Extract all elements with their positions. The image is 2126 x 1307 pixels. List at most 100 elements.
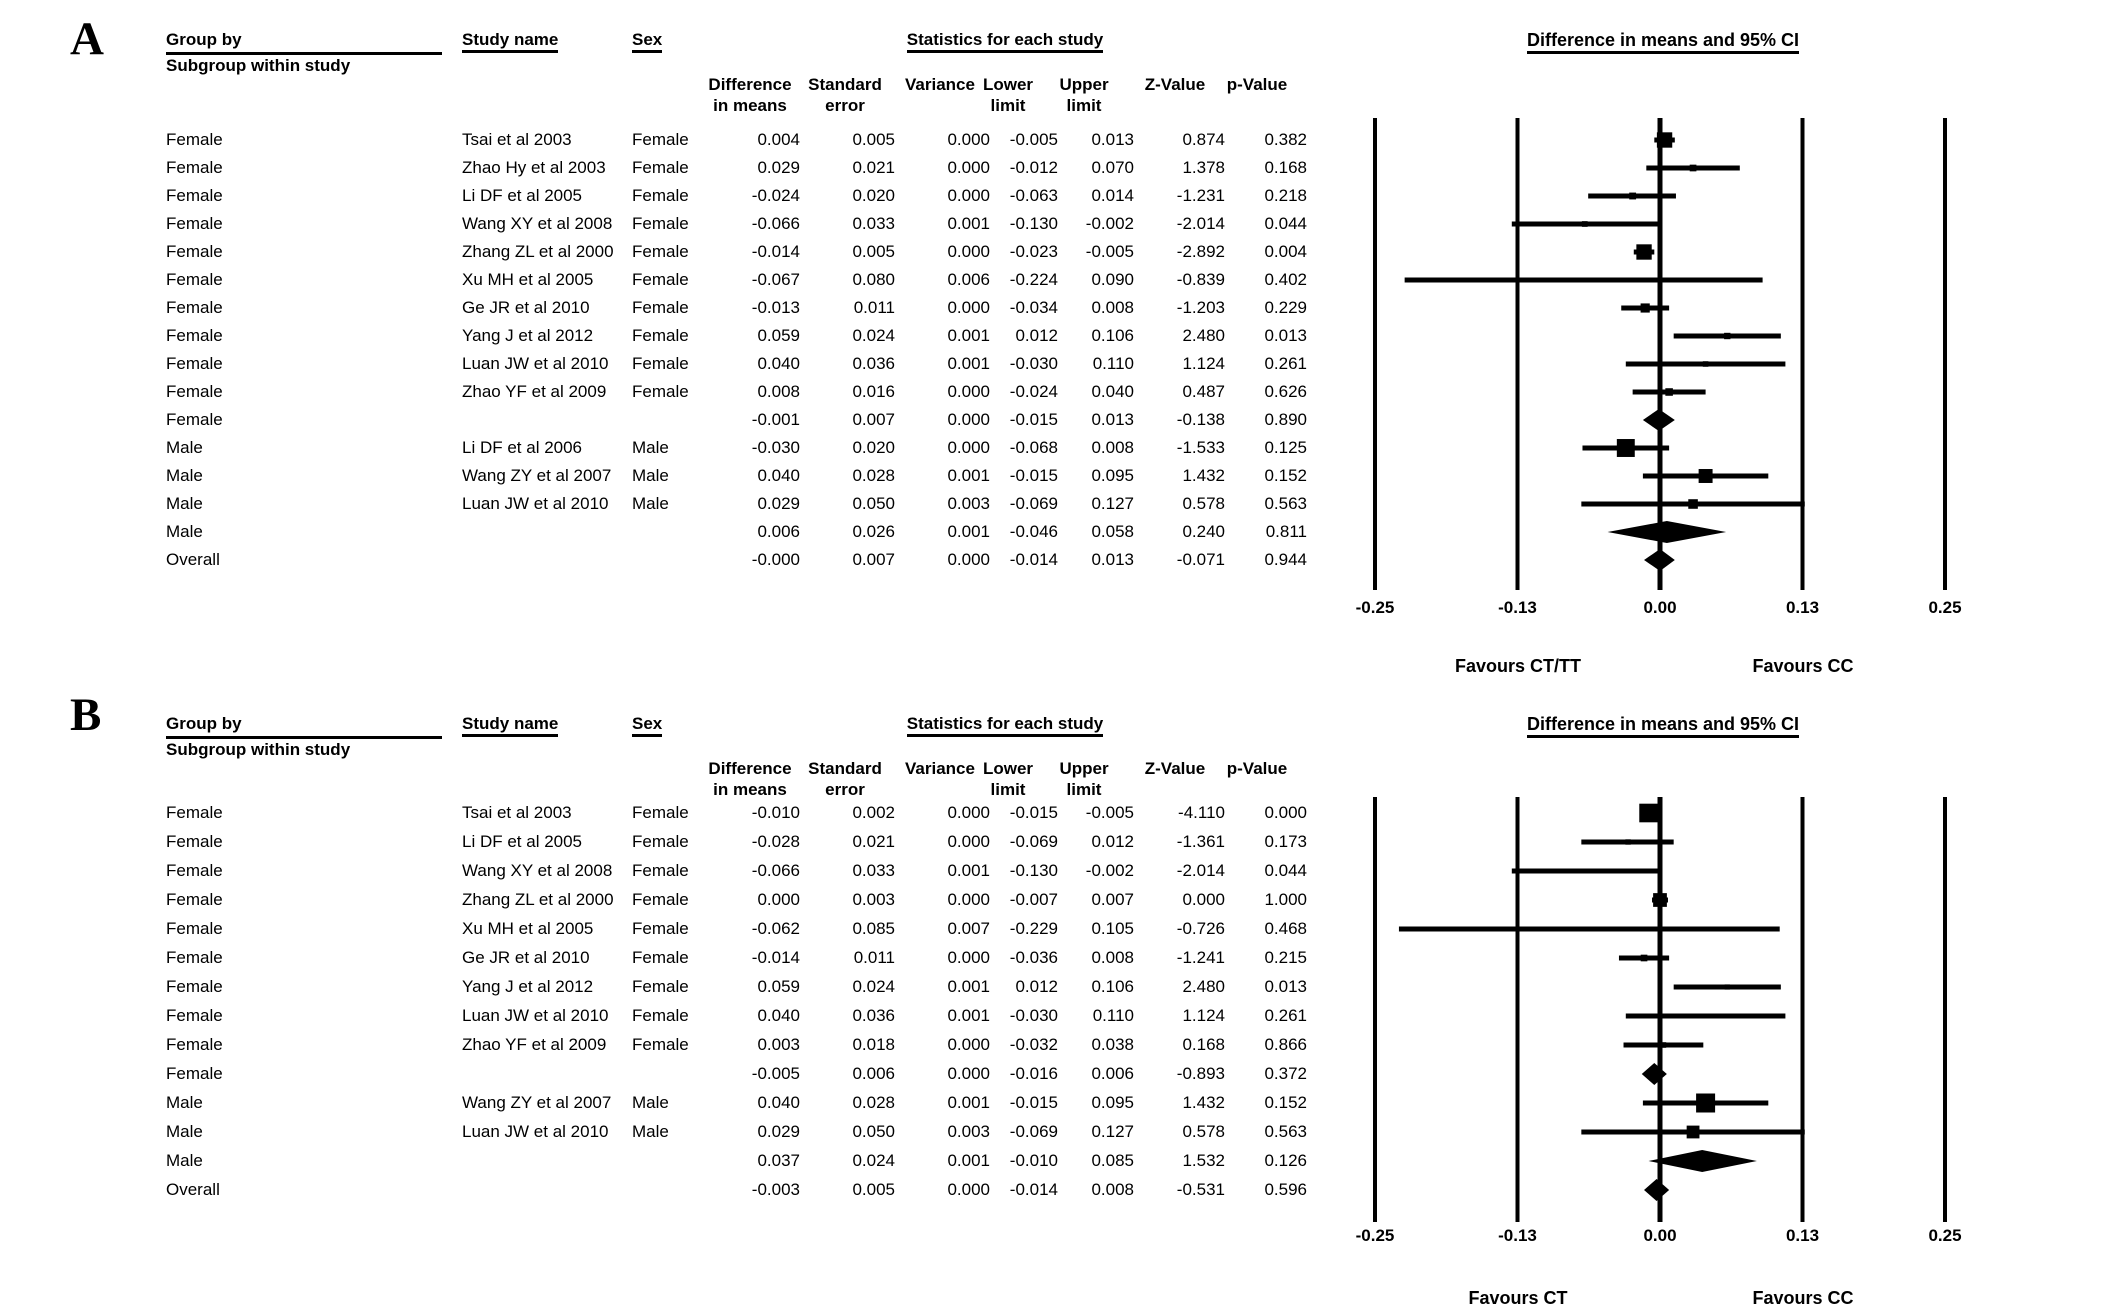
cell-stat: 0.033	[852, 861, 895, 880]
cell-stat: 0.044	[1264, 214, 1307, 233]
cell-stat: 0.229	[1264, 298, 1307, 317]
cell-stat: 0.038	[1091, 1035, 1134, 1054]
favours-right-label: Favours CC	[1752, 1288, 1854, 1307]
cell-group: Female	[166, 158, 223, 177]
cell-stat: 0.001	[947, 977, 990, 996]
cell-stat: 2.480	[1182, 977, 1225, 996]
cell-stat: 0.085	[852, 919, 895, 938]
cell-stat: 0.003	[947, 1122, 990, 1141]
axis-tick-label: 0.13	[1785, 1226, 1820, 1245]
axis-tick-label: -0.13	[1498, 1226, 1537, 1245]
column-header-standard-error: Standard error	[808, 759, 882, 799]
cell-stat: 0.036	[852, 1006, 895, 1025]
cell-stat: 0.007	[852, 410, 895, 429]
cell-stat: 0.001	[947, 214, 990, 233]
study-marker	[1698, 469, 1713, 483]
cell-stat: 0.011	[853, 298, 895, 317]
cell-sex: Male	[632, 494, 669, 513]
cell-stat: 0.890	[1264, 410, 1307, 429]
cell-stat: 0.001	[947, 1151, 990, 1170]
cell-sex: Female	[632, 948, 689, 967]
cell-stat: -0.014	[751, 948, 800, 967]
cell-stat: 0.578	[1182, 494, 1225, 513]
cell-stat: 1.000	[1264, 890, 1307, 909]
cell-stat: 0.012	[1015, 977, 1058, 996]
summary-diamond	[1641, 1063, 1667, 1085]
cell-stat: 0.008	[1091, 1180, 1134, 1199]
study-marker	[1636, 244, 1652, 260]
cell-stat: -1.361	[1176, 832, 1225, 851]
column-header-difference-in-means: Difference in means	[708, 75, 792, 115]
column-header-subgroup: Subgroup within study	[166, 56, 351, 75]
cell-study-name: Tsai et al 2003	[462, 803, 572, 822]
column-header-subgroup: Subgroup within study	[166, 740, 351, 759]
cell-study-name: Ge JR et al 2010	[462, 948, 590, 967]
cell-stat: 0.011	[853, 948, 895, 967]
cell-stat: 0.000	[947, 803, 990, 822]
cell-stat: 0.028	[852, 466, 895, 485]
cell-stat: -0.015	[1009, 410, 1058, 429]
cell-group: Male	[166, 522, 203, 541]
study-marker	[1616, 439, 1635, 457]
forest-plot	[1373, 797, 1947, 1222]
cell-stat: 0.013	[1264, 326, 1307, 345]
cell-stat: -0.014	[1009, 1180, 1058, 1199]
cell-stat: -0.069	[1009, 494, 1058, 513]
cell-stat: 0.626	[1264, 382, 1307, 401]
cell-stat: -0.068	[1009, 438, 1058, 457]
study-marker	[1702, 361, 1709, 367]
cell-study-name: Zhang ZL et al 2000	[462, 890, 614, 909]
cell-stat: 0.000	[947, 832, 990, 851]
cell-group: Female	[166, 919, 223, 938]
cell-stat: 0.000	[947, 298, 990, 317]
cell-study-name: Li DF et al 2005	[462, 832, 583, 851]
cell-stat: 0.058	[1091, 522, 1134, 541]
cell-stat: 0.563	[1264, 494, 1307, 513]
cell-stat: 0.218	[1264, 186, 1307, 205]
cell-stat: 0.110	[1092, 354, 1134, 373]
cell-stat: 0.127	[1091, 494, 1134, 513]
cell-study-name: Ge JR et al 2010	[462, 298, 590, 317]
column-header-sex: Sex	[632, 30, 663, 53]
cell-stat: 0.000	[947, 550, 990, 569]
study-marker	[1640, 303, 1650, 313]
cell-stat: 0.029	[757, 494, 800, 513]
cell-study-name: Luan JW et al 2010	[462, 354, 609, 373]
cell-stat: 1.378	[1182, 158, 1225, 177]
cell-stat: 0.007	[852, 550, 895, 569]
study-marker	[1581, 221, 1588, 227]
cell-stat: 0.382	[1264, 130, 1307, 149]
cell-stat: -0.015	[1009, 803, 1058, 822]
cell-stat: 0.012	[1015, 326, 1058, 345]
cell-stat: 0.173	[1264, 832, 1307, 851]
summary-diamond	[1644, 1179, 1670, 1201]
cell-stat: -0.002	[1085, 214, 1134, 233]
cell-study-name: Zhao YF et al 2009	[462, 382, 607, 401]
cell-group: Female	[166, 948, 223, 967]
cell-stat: 0.024	[852, 326, 895, 345]
cell-stat: -0.005	[751, 1064, 800, 1083]
cell-stat: 0.866	[1264, 1035, 1307, 1054]
study-marker	[1703, 1013, 1709, 1019]
cell-stat: 0.001	[947, 1093, 990, 1112]
cell-stat: -2.892	[1176, 242, 1225, 261]
cell-stat: 0.005	[852, 130, 895, 149]
cell-stat: 0.020	[852, 186, 895, 205]
cell-sex: Female	[632, 861, 689, 880]
cell-study-name: Wang ZY et al 2007	[462, 466, 612, 485]
column-header-group-by: Group by	[166, 714, 442, 739]
cell-stat: 0.014	[1091, 186, 1134, 205]
cell-group: Female	[166, 354, 223, 373]
cell-stat: 0.012	[1091, 832, 1134, 851]
axis-tick-label: 0.00	[1643, 598, 1677, 617]
cell-stat: -0.013	[751, 298, 800, 317]
study-marker	[1629, 192, 1637, 200]
cell-stat: -0.032	[1009, 1035, 1058, 1054]
cell-stat: 0.004	[1264, 242, 1307, 261]
cell-stat: 0.006	[757, 522, 800, 541]
cell-stat: 0.152	[1264, 466, 1307, 485]
cell-stat: 0.125	[1264, 438, 1307, 457]
cell-stat: 0.008	[1091, 298, 1134, 317]
cell-group: Male	[166, 466, 203, 485]
favours-right-label: Favours CC	[1752, 656, 1854, 676]
